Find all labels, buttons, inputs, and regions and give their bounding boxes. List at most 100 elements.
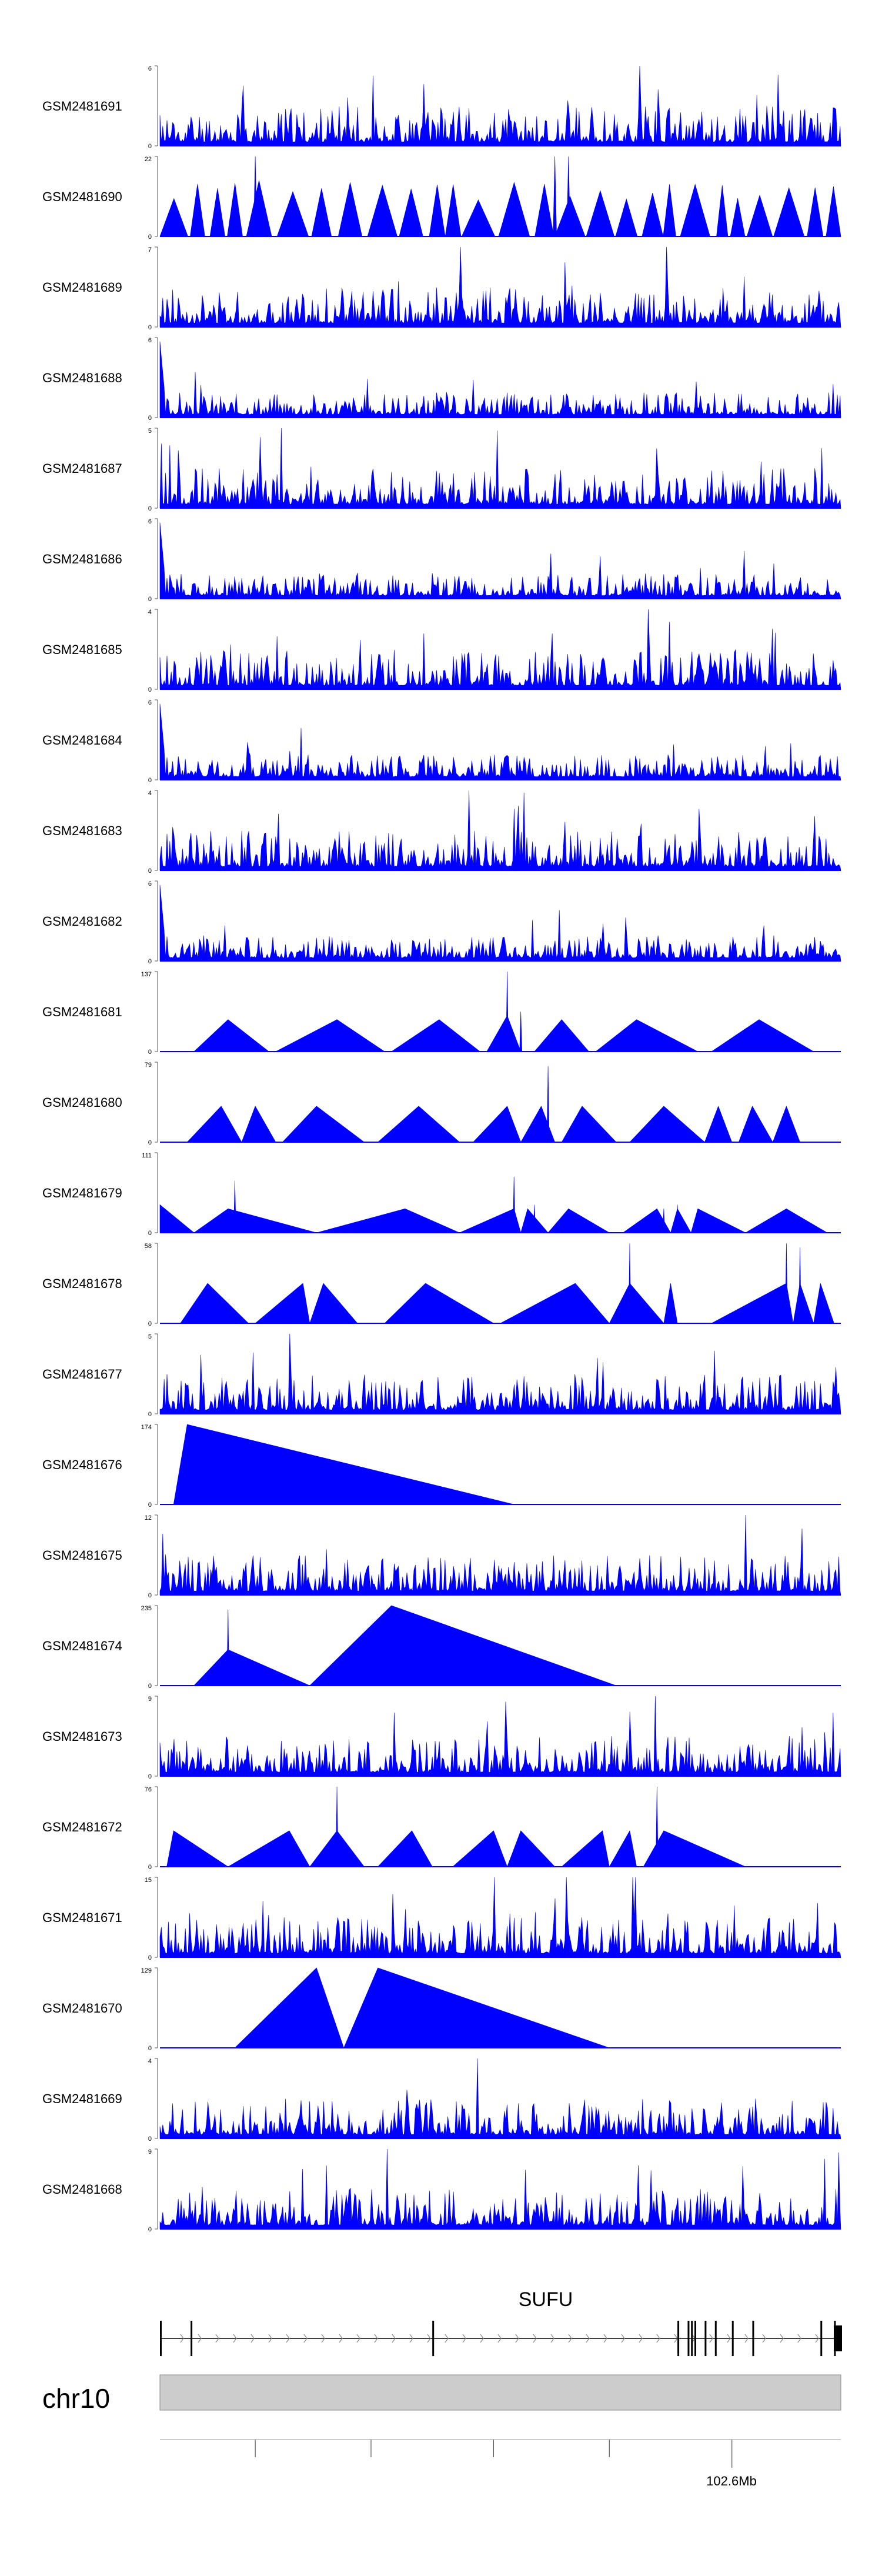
- y-axis-min-label: 0: [148, 2135, 152, 2143]
- y-axis-max-label: 76: [145, 1786, 152, 1793]
- coverage-tracks: GSM248169160GSM2481690220GSM248168970GSM…: [42, 65, 841, 2233]
- gene-exon: [820, 2321, 823, 2356]
- coverage-area: [193, 971, 814, 1052]
- coverage-area: [159, 156, 841, 237]
- y-axis-max-label: 58: [145, 1243, 152, 1250]
- strand-arrow: [497, 2334, 502, 2343]
- strand-arrow: [568, 2334, 572, 2343]
- gene-exon: [691, 2321, 693, 2356]
- coverage-area: [186, 1066, 800, 1143]
- track-label: GSM2481669: [42, 2091, 122, 2106]
- strand-arrow: [303, 2334, 308, 2343]
- track-label: GSM2481685: [42, 642, 122, 657]
- track-label: GSM2481682: [42, 914, 122, 929]
- coverage-area: [159, 1333, 841, 1414]
- gene-exon: [704, 2321, 707, 2356]
- gene-name-label: SUFU: [519, 2288, 573, 2311]
- coverage-area: [173, 1424, 514, 1505]
- strand-arrow: [621, 2334, 625, 2343]
- track-GSM2481672: GSM2481672 76 0: [42, 1786, 841, 1871]
- chromosome-ideogram: [159, 2374, 841, 2411]
- strand-arrow: [462, 2334, 466, 2343]
- track-label: GSM2481686: [42, 552, 122, 566]
- coverage-area: [159, 1514, 841, 1596]
- track-label: GSM2481673: [42, 1729, 122, 1744]
- track-label: GSM2481684: [42, 733, 122, 748]
- track-GSM2481668: GSM2481668 9 0: [42, 2148, 841, 2233]
- coverage-area: [166, 1786, 746, 1867]
- gene-exon: [731, 2321, 734, 2356]
- y-axis-min-label: 0: [148, 415, 152, 422]
- track-GSM2481689: GSM2481689 7 0: [42, 246, 841, 331]
- strand-arrow: [286, 2334, 290, 2343]
- strand-arrow: [727, 2334, 731, 2343]
- y-axis-max-label: 5: [148, 428, 152, 435]
- track-label: GSM2481671: [42, 1910, 122, 1925]
- gene-exon: [714, 2321, 717, 2356]
- y-axis-max-label: 6: [148, 880, 152, 887]
- track-GSM2481684: GSM2481684 6 0: [42, 699, 841, 784]
- gene-exon: [191, 2321, 193, 2356]
- coverage-area: [159, 246, 841, 328]
- track-label: GSM2481679: [42, 1186, 122, 1200]
- track-label: GSM2481672: [42, 1820, 122, 1834]
- gene-utr-block: [834, 2325, 842, 2351]
- y-axis-max-label: 6: [148, 518, 152, 525]
- gene-exon: [160, 2321, 162, 2356]
- track-label: GSM2481680: [42, 1095, 122, 1110]
- y-axis-min-label: 0: [148, 143, 152, 150]
- track-GSM2481670: GSM2481670 129 0: [42, 1967, 841, 2052]
- y-axis-min-label: 0: [148, 1230, 152, 1237]
- coverage-area: [159, 703, 841, 780]
- y-axis-max-label: 22: [145, 156, 152, 163]
- strand-arrow: [215, 2334, 219, 2343]
- coverage-area: [159, 790, 841, 871]
- y-axis-max-label: 4: [148, 790, 152, 797]
- track-label: GSM2481677: [42, 1367, 122, 1382]
- strand-arrow: [780, 2334, 784, 2343]
- coverage-area: [159, 609, 841, 690]
- coverage-area: [159, 522, 841, 599]
- strand-arrow: [321, 2334, 325, 2343]
- track-label: GSM2481674: [42, 1639, 122, 1653]
- track-GSM2481671: GSM2481671 15 0: [42, 1877, 841, 1961]
- y-axis-max-label: 174: [141, 1424, 152, 1431]
- coverage-area: [159, 2058, 841, 2139]
- track-GSM2481687: GSM2481687 5 0: [42, 428, 841, 512]
- track-GSM2481690: GSM2481690 22 0: [42, 156, 841, 241]
- track-GSM2481669: GSM2481669 4 0: [42, 2058, 841, 2143]
- strand-arrow: [198, 2334, 202, 2343]
- y-axis-max-label: 137: [141, 971, 152, 978]
- y-axis-max-label: 4: [148, 609, 152, 616]
- track-GSM2481676: GSM2481676 174 0: [42, 1424, 841, 1509]
- coverage-area: [159, 428, 841, 509]
- coverage-area: [159, 2148, 841, 2230]
- strand-arrow: [533, 2334, 537, 2343]
- strand-arrow: [709, 2334, 713, 2343]
- strand-arrow: [603, 2334, 607, 2343]
- y-axis-min-label: 0: [148, 2045, 152, 2052]
- y-axis-min-label: 0: [148, 1683, 152, 1690]
- y-axis-max-label: 4: [148, 2058, 152, 2065]
- track-GSM2481678: GSM2481678 58 0: [42, 1243, 841, 1327]
- gene-exon: [694, 2321, 697, 2356]
- y-axis-min-label: 0: [148, 505, 152, 512]
- strand-arrow: [392, 2334, 396, 2343]
- coverage-area: [180, 1243, 834, 1324]
- chromosome-label: chr10: [42, 2383, 110, 2414]
- coverage-area: [159, 341, 841, 418]
- strand-arrow: [639, 2334, 643, 2343]
- y-axis-max-label: 6: [148, 699, 152, 706]
- track-label: GSM2481688: [42, 371, 122, 385]
- strand-arrow: [515, 2334, 519, 2343]
- y-axis-min-label: 0: [148, 233, 152, 241]
- track-GSM2481680: GSM2481680 79 0: [42, 1062, 841, 1146]
- y-axis-max-label: 9: [148, 1696, 152, 1703]
- track-label: GSM2481691: [42, 99, 122, 114]
- coverage-area: [159, 1176, 828, 1233]
- track-GSM2481688: GSM2481688 6 0: [42, 337, 841, 422]
- strand-arrow: [797, 2334, 801, 2343]
- coverage-area: [159, 1696, 841, 1777]
- strand-arrow: [762, 2334, 766, 2343]
